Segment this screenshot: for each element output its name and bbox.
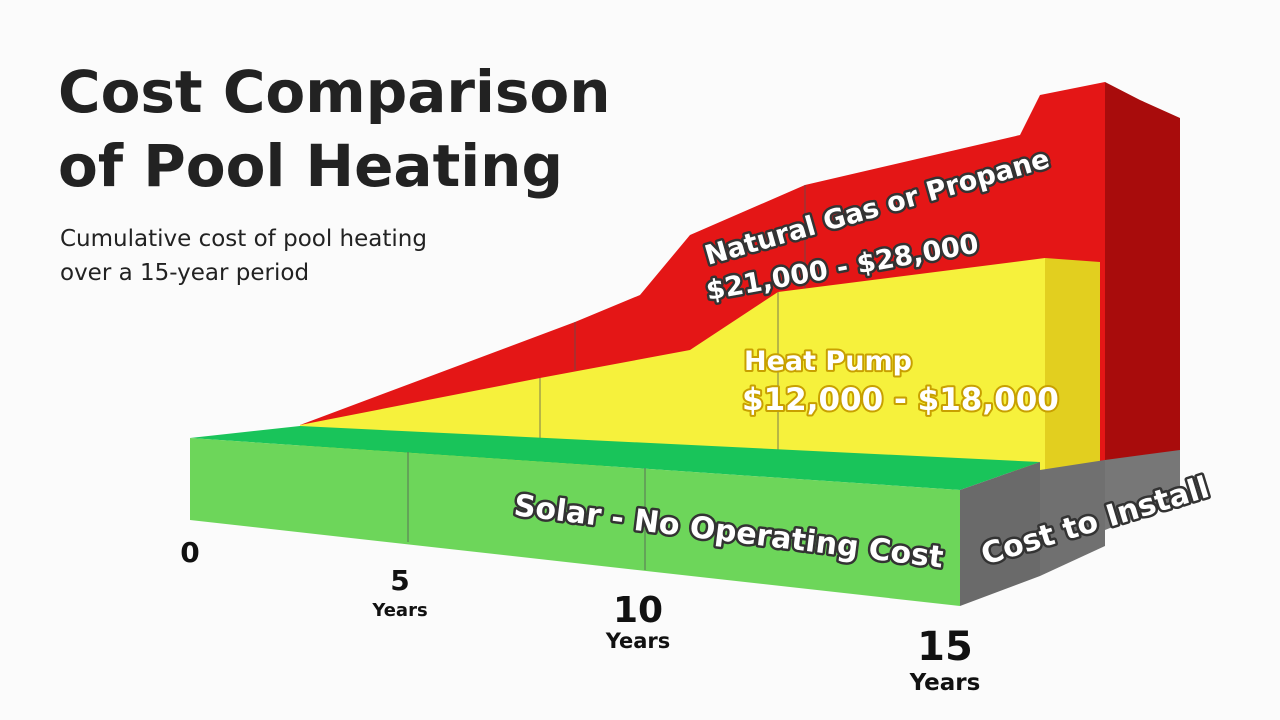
x-number: 0 bbox=[180, 536, 199, 569]
subtitle: Cumulative cost of pool heating bbox=[60, 226, 427, 252]
subtitle: over a 15-year period bbox=[60, 260, 309, 286]
solar-top bbox=[190, 426, 1040, 490]
solar-front bbox=[190, 438, 960, 606]
chart-shapes bbox=[190, 82, 1180, 606]
x-unit: Years bbox=[371, 600, 427, 621]
x-number: 15 bbox=[917, 624, 973, 670]
title: Cost Comparison bbox=[58, 58, 611, 126]
install-side bbox=[960, 462, 1040, 606]
heatpump-side bbox=[1045, 258, 1100, 472]
x-number: 5 bbox=[390, 564, 409, 597]
header: Cost Comparison of Pool Heating Cumulati… bbox=[58, 58, 611, 286]
layer-range: $12,000 - $18,000 bbox=[742, 382, 1059, 418]
x-number: 10 bbox=[613, 590, 663, 631]
install-side bbox=[1105, 450, 1180, 530]
install-side bbox=[1040, 460, 1105, 576]
x-unit: Years bbox=[605, 629, 671, 653]
gas-side bbox=[1105, 82, 1180, 462]
heatpump-front bbox=[300, 258, 1045, 472]
layer-name: Heat Pump bbox=[744, 346, 912, 377]
title: of Pool Heating bbox=[58, 132, 563, 200]
x-unit: Years bbox=[909, 670, 981, 696]
